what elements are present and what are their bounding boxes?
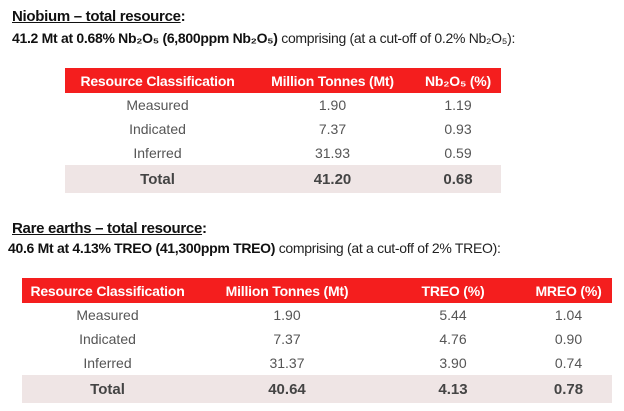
cell: 4.13 [381,375,525,403]
cell: Measured [126,97,189,113]
cell: 1.04 [554,307,583,323]
cell: 1.90 [273,307,301,323]
cell: 1.90 [318,97,347,113]
cell: 41.20 [250,165,415,193]
cell: 1.19 [444,97,472,113]
cell: 40.64 [193,375,381,403]
cell: Total [22,375,193,403]
table-row: Indicated 7.37 4.76 0.90 [22,327,612,351]
table-row: Inferred 31.37 3.90 0.74 [22,351,612,375]
cell: Measured [76,307,139,323]
cell: 0.68 [415,165,501,193]
cell: Inferred [83,355,132,371]
column-header: Nb₂O₅ (%) [415,68,501,93]
cell: 3.90 [439,355,467,371]
table-header-row: Resource Classification Million Tonnes (… [65,68,501,93]
rare-earths-table: Resource Classification Million Tonnes (… [22,278,612,403]
table-row: Measured 1.90 5.44 1.04 [22,303,612,327]
cell: Indicated [79,331,136,347]
cell: Inferred [133,145,182,161]
rare-earths-heading: Rare earths – total resource: [12,220,207,237]
column-header: Million Tonnes (Mt) [193,278,381,303]
niobium-table: Resource Classification Million Tonnes (… [65,68,501,193]
column-header: MREO (%) [525,278,612,303]
table-header-row: Resource Classification Million Tonnes (… [22,278,612,303]
table-row: Measured 1.90 1.19 [65,93,501,117]
cell: 0.90 [554,331,583,347]
column-header: Million Tonnes (Mt) [250,68,415,93]
cell: 7.37 [273,331,301,347]
cell: 31.93 [314,145,351,161]
cell: 7.37 [318,121,347,137]
cell: 0.74 [554,355,583,371]
column-header: Resource Classification [22,278,193,303]
rare-earths-summary: 40.6 Mt at 4.13% TREO (41,300ppm TREO) c… [8,240,501,256]
cell: Indicated [129,121,186,137]
total-row: Total 40.64 4.13 0.78 [22,375,612,403]
column-header: Resource Classification [65,68,250,93]
cell: 31.37 [269,355,305,371]
table-row: Inferred 31.93 0.59 [65,141,501,165]
cell: 5.44 [439,307,467,323]
cell: 0.59 [444,145,472,161]
column-header: TREO (%) [381,278,525,303]
cell: Total [65,165,250,193]
niobium-summary: 41.2 Mt at 0.68% Nb₂O₅ (6,800ppm Nb₂O₅) … [12,30,516,46]
cell: 4.76 [439,331,467,347]
cell: 0.78 [525,375,612,403]
niobium-heading: Niobium – total resource: [12,8,186,25]
table-row: Indicated 7.37 0.93 [65,117,501,141]
total-row: Total 41.20 0.68 [65,165,501,193]
cell: 0.93 [444,121,472,137]
